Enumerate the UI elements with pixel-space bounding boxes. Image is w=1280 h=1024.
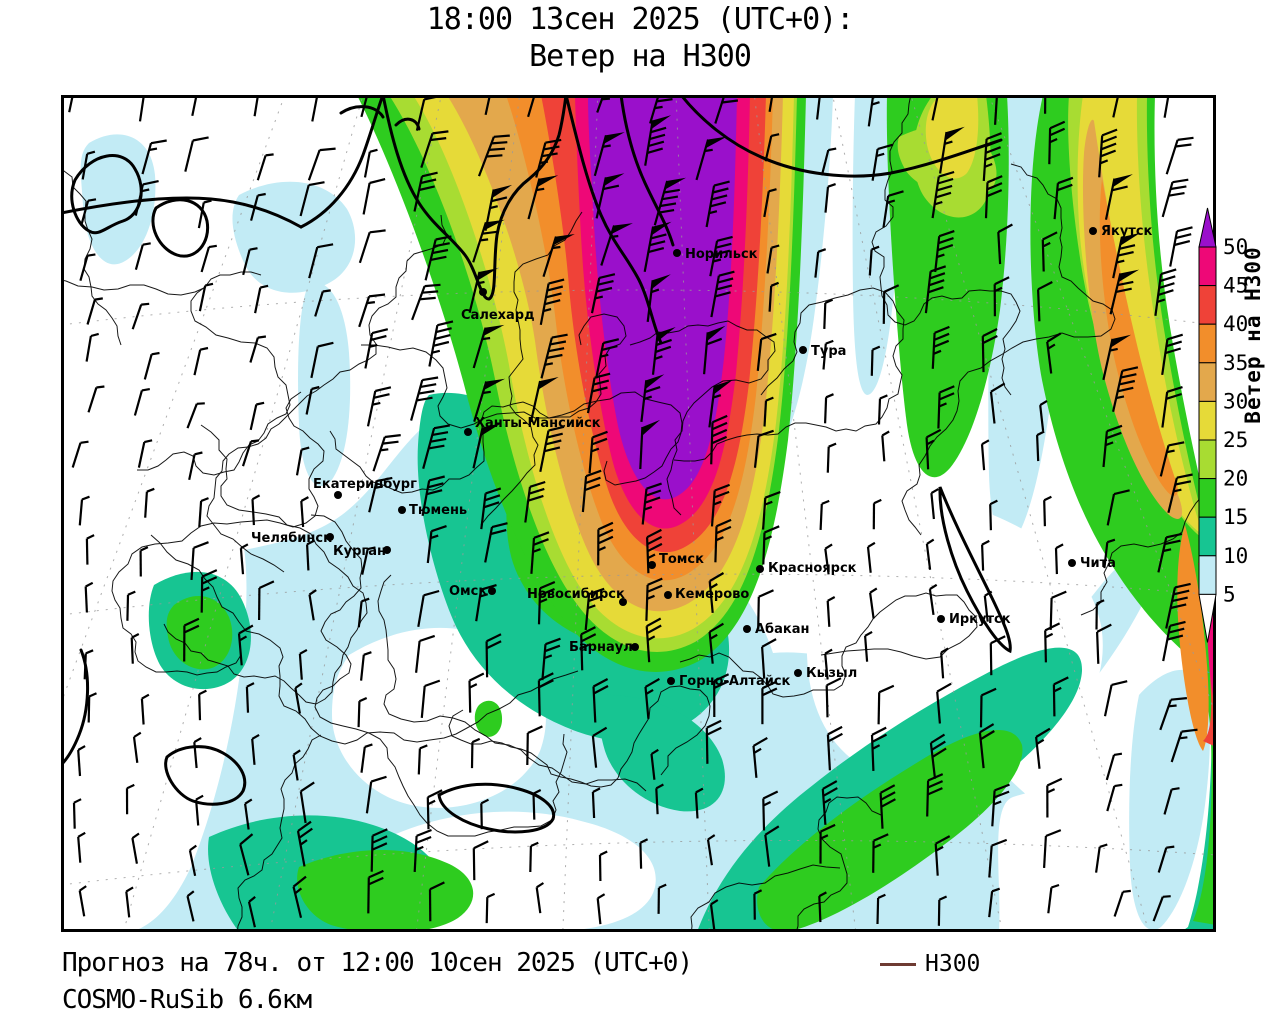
city-dot	[937, 615, 945, 623]
city-dot	[479, 288, 487, 296]
city-label: Челябинск	[251, 531, 332, 546]
colorbar-segment	[1198, 285, 1217, 325]
colorbar-segment	[1198, 362, 1217, 402]
city-label: Красноярск	[768, 561, 857, 576]
city-label: Чита	[1080, 556, 1116, 571]
city-dot	[464, 428, 472, 436]
city-label: Ханты-Мансийск	[475, 416, 601, 431]
city-dot	[383, 546, 391, 554]
city-dot	[631, 643, 639, 651]
title-block: 18:00 13сен 2025 (UTC+0): Ветер на H300	[0, 2, 1280, 74]
colorbar-bottom-arrow	[1198, 593, 1217, 643]
city-label: Омск	[449, 584, 487, 599]
colorbar-tick-label: 10	[1223, 544, 1248, 568]
colorbar-tick-label: 20	[1223, 467, 1248, 491]
colorbar-segment	[1198, 439, 1217, 480]
city-label: Тюмень	[409, 503, 467, 518]
city-label: Абакан	[755, 622, 810, 637]
city-dot	[619, 598, 627, 606]
city-label: Курган	[333, 544, 386, 559]
city-dot	[794, 669, 802, 677]
forecast-info: Прогноз на 78ч. от 12:00 10сен 2025 (UTC…	[62, 948, 693, 978]
city-dot	[398, 506, 406, 514]
city-dot	[326, 533, 334, 541]
map-title: 18:00 13сен 2025 (UTC+0):	[426, 2, 855, 37]
city-dot	[664, 591, 672, 599]
city-label: Томск	[659, 552, 704, 567]
city-dot	[1068, 559, 1076, 567]
colorbar-tick-label: 25	[1223, 428, 1248, 452]
city-dot	[756, 565, 764, 573]
city-label: Новосибирск	[527, 587, 625, 602]
colorbar: 50 45 40 35 30 25 20 15 10 5	[1198, 207, 1248, 643]
city-dot	[743, 625, 751, 633]
legend-h300: H300	[880, 951, 980, 977]
city-dot	[799, 346, 807, 354]
colorbar-tick-label: 30	[1223, 389, 1248, 413]
colorbar-segment	[1198, 400, 1217, 441]
colorbar-segment	[1198, 323, 1217, 364]
model-info: COSMO-RuSib 6.6км	[62, 985, 312, 1015]
map-area: Норильск Салехард Тура Ханты-Мансийск Екатер…	[61, 95, 1216, 932]
city-dot	[648, 561, 656, 569]
coastlines	[61, 95, 1012, 834]
city-dot	[334, 491, 342, 499]
colorbar-segment	[1198, 478, 1217, 518]
colorbar-tick-label: 40	[1223, 312, 1248, 336]
weather-map-canvas: Норильск Салехард Тура Ханты-Мансийск Екатер…	[61, 95, 1216, 932]
city-label: Тура	[811, 344, 846, 359]
city-label: Кызыл	[806, 666, 857, 681]
colorbar-segment	[1198, 516, 1217, 557]
wind-barbs	[68, 95, 1198, 931]
city-dot	[667, 677, 675, 685]
wind-speed-field	[61, 95, 1216, 932]
colorbar-axis-label: Ветер на H300	[1241, 246, 1265, 424]
city-label: Норильск	[685, 247, 758, 262]
graticule	[61, 95, 1216, 932]
colorbar-tick-label: 45	[1223, 274, 1248, 298]
colorbar-tick-label: 15	[1223, 505, 1248, 529]
city-label: Барнаул	[569, 640, 633, 655]
map-subtitle: Ветер на H300	[529, 39, 752, 74]
city-markers: Норильск Салехард Тура Ханты-Мансийск Екатер…	[251, 224, 1153, 689]
city-dot	[673, 249, 681, 257]
city-label: Екатеринбург	[313, 477, 417, 492]
colorbar-tick-label: 50	[1223, 235, 1248, 259]
h300-line-swatch	[880, 962, 916, 966]
colorbar-tick-label: 5	[1223, 582, 1236, 606]
colorbar-segment	[1198, 555, 1217, 595]
city-dot	[1089, 227, 1097, 235]
city-label: Якутск	[1101, 224, 1153, 239]
colorbar-top-arrow	[1198, 207, 1217, 248]
city-label: Горно-Алтайск	[679, 674, 791, 689]
city-label: Иркутск	[949, 612, 1011, 627]
city-label: Кемерово	[675, 587, 749, 602]
colorbar-tick-label: 35	[1223, 351, 1248, 375]
city-label: Салехард	[461, 308, 535, 323]
legend-label: H300	[925, 951, 981, 977]
city-dot	[488, 587, 496, 595]
colorbar-segment	[1198, 246, 1217, 287]
